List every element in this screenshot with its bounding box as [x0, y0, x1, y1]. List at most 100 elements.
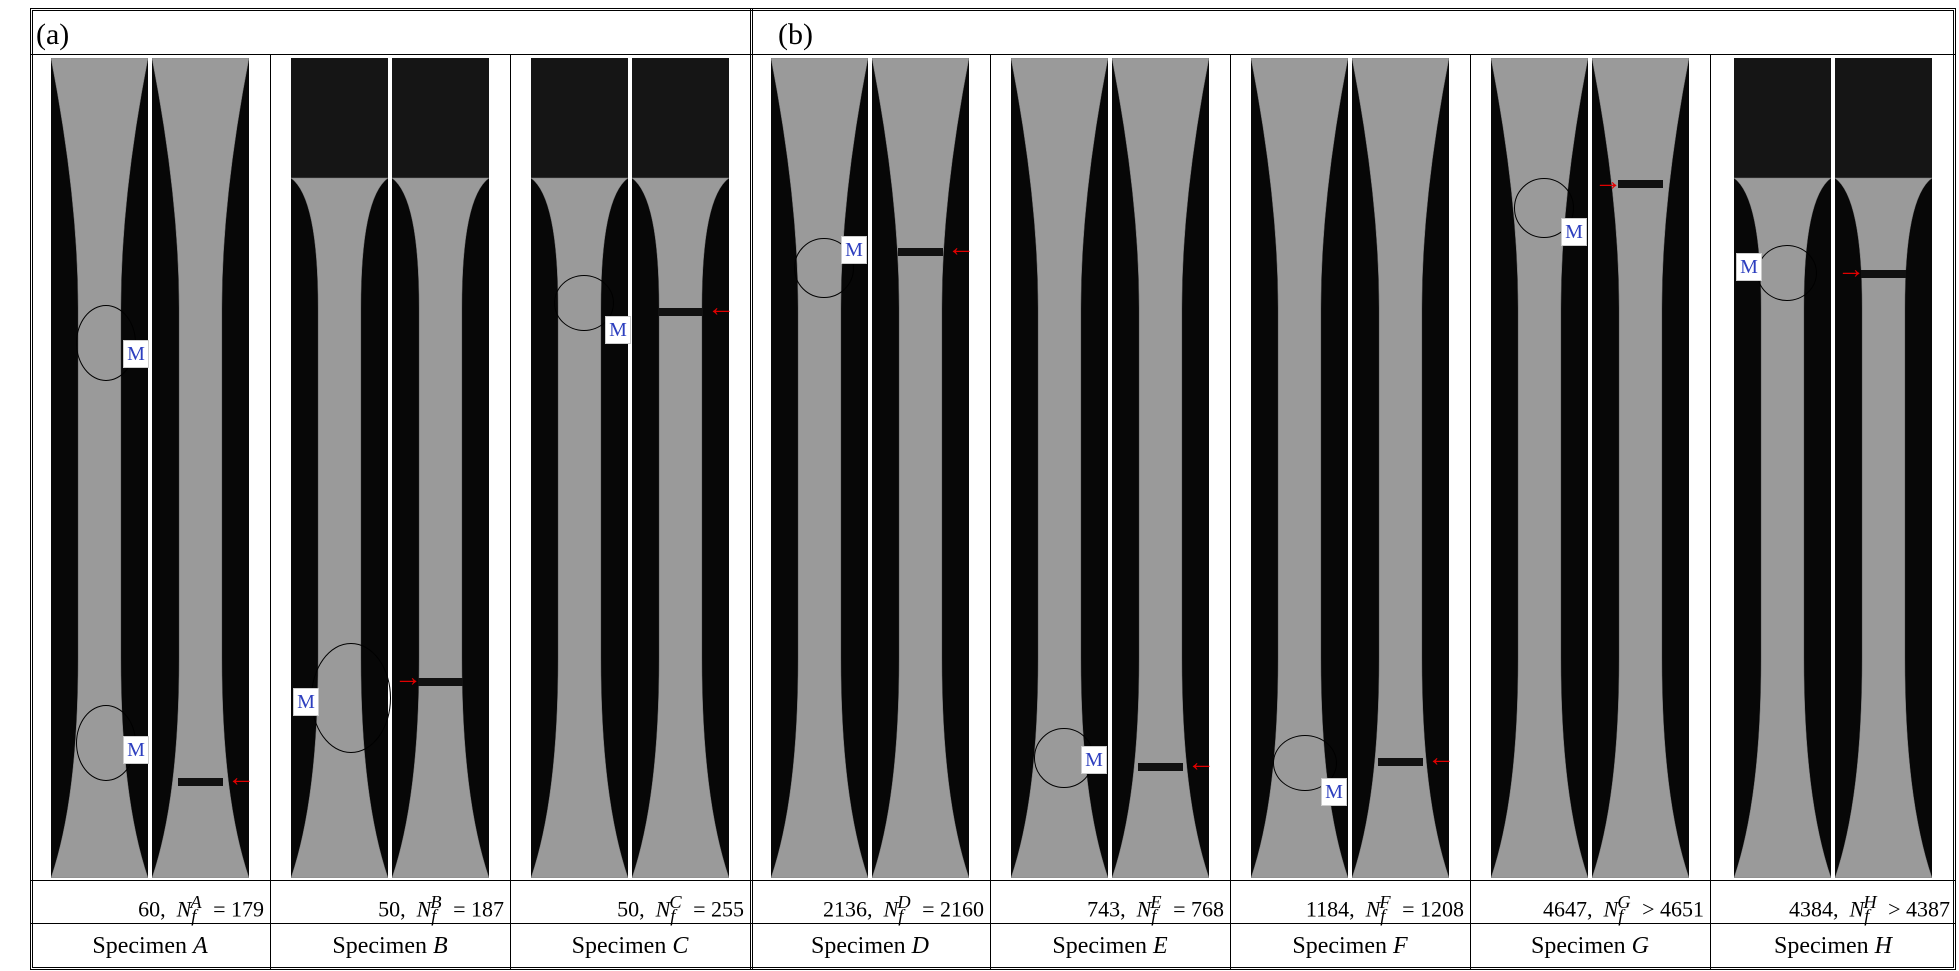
nf-value: 179	[231, 896, 264, 922]
specimen-prefix: Specimen	[92, 933, 187, 959]
nf-subscript: f	[1864, 905, 1870, 926]
specimen-label: Specimen B	[270, 924, 510, 968]
nf-symbol: N	[883, 896, 899, 922]
specimen-label: Specimen G	[1470, 924, 1710, 968]
marker-circle	[1273, 735, 1337, 791]
cycle-count-cell: 743, NfE = 768	[990, 882, 1224, 926]
fracture-line	[418, 678, 463, 686]
nf-value: 4651	[1660, 896, 1704, 922]
fracture-line	[1378, 758, 1423, 766]
fracture-line	[1618, 180, 1663, 188]
column-divider	[1710, 54, 1711, 970]
specimen-g-photos: M →	[1491, 58, 1689, 878]
crack-arrow-icon: ←	[227, 762, 255, 793]
specimen-b-photos: M →	[291, 58, 489, 878]
nf-value: 255	[711, 896, 744, 922]
marker-label-m: M	[1736, 253, 1762, 281]
specimen-prefix: Specimen	[571, 933, 667, 959]
nf-symbol: N	[176, 896, 192, 922]
specimen-label: Specimen H	[1710, 924, 1956, 968]
specimen-d-photos: M ←	[771, 58, 975, 878]
nf-value: 4387	[1906, 896, 1950, 922]
crack-arrow-icon: ←	[947, 232, 975, 263]
cycles-value: 60,	[138, 896, 166, 922]
specimen-c-photos: M ←	[531, 58, 735, 878]
cycles-value: 50,	[378, 896, 406, 922]
nf-relation: =	[453, 896, 466, 922]
specimen-a-photos: M M ←	[51, 58, 255, 878]
specimen-photo-before	[1734, 58, 1831, 878]
nf-superscript: E	[1150, 892, 1162, 912]
specimen-prefix: Specimen	[811, 933, 906, 959]
specimen-id: A	[192, 933, 208, 959]
crack-arrow-icon: ←	[1427, 742, 1455, 773]
cycle-count-cell: 4384, NfH > 4387	[1710, 882, 1950, 926]
marker-label-m: M	[1081, 746, 1107, 774]
cycle-count-cell: 1184, NfF = 1208	[1230, 882, 1464, 926]
specimen-photo-after	[1112, 58, 1209, 878]
nf-relation: =	[693, 896, 706, 922]
column-divider	[1230, 54, 1231, 970]
specimen-prefix: Specimen	[1292, 933, 1387, 959]
crack-arrow-icon: →	[394, 662, 422, 693]
header-rule	[30, 54, 1956, 55]
marker-label-m: M	[1561, 218, 1587, 246]
specimen-f-photos: M ←	[1251, 58, 1455, 878]
specimen-id: G	[1631, 933, 1649, 959]
specimen-label: Specimen D	[750, 924, 990, 968]
fracture-line	[1138, 763, 1183, 771]
fracture-line	[898, 248, 943, 256]
panel-label-b: (b)	[778, 18, 813, 51]
nf-superscript: F	[1379, 892, 1391, 912]
photo-bottom-rule	[30, 880, 1956, 881]
specimen-prefix: Specimen	[1774, 933, 1869, 959]
column-divider	[990, 54, 991, 970]
specimen-id: D	[911, 933, 929, 959]
nf-symbol: N	[1603, 896, 1619, 922]
specimen-photo-before	[771, 58, 868, 878]
crack-arrow-icon: →	[1594, 166, 1622, 197]
label-rule	[30, 923, 1956, 924]
nf-symbol: N	[1136, 896, 1152, 922]
specimen-id: C	[672, 933, 689, 959]
nf-subscript: f	[1380, 905, 1386, 926]
nf-relation: =	[1173, 896, 1186, 922]
specimen-photo-after	[392, 58, 489, 878]
column-divider	[510, 54, 511, 970]
nf-superscript: C	[669, 892, 682, 912]
marker-circle	[1514, 178, 1574, 238]
nf-relation: =	[213, 896, 226, 922]
specimen-label: Specimen A	[30, 924, 270, 968]
nf-symbol: N	[1849, 896, 1865, 922]
column-divider	[1470, 54, 1471, 970]
nf-superscript: D	[897, 892, 911, 912]
nf-relation: =	[1402, 896, 1415, 922]
specimen-prefix: Specimen	[1052, 933, 1147, 959]
cycle-count-cell: 50, NfB = 187	[270, 882, 504, 926]
specimen-photo-after	[1352, 58, 1449, 878]
figure: (a) (b) M M ← 60, NfA = 179 Specimen A M → 50,…	[30, 8, 1956, 970]
marker-circle	[311, 643, 391, 753]
nf-symbol: N	[1365, 896, 1381, 922]
nf-superscript: B	[430, 892, 442, 912]
specimen-prefix: Specimen	[332, 933, 427, 959]
fracture-line	[178, 778, 223, 786]
nf-symbol: N	[416, 896, 432, 922]
nf-superscript: A	[190, 892, 202, 912]
column-divider	[750, 8, 753, 970]
cycles-value: 1184,	[1305, 896, 1355, 922]
specimen-photo-after	[152, 58, 249, 878]
specimen-e-photos: M ←	[1011, 58, 1215, 878]
crack-arrow-icon: ←	[707, 292, 735, 323]
specimen-id: B	[432, 933, 448, 959]
nf-subscript: f	[670, 905, 676, 926]
marker-label-m: M	[293, 688, 319, 716]
cycles-value: 50,	[617, 896, 645, 922]
nf-subscript: f	[898, 905, 904, 926]
marker-circle	[554, 275, 614, 331]
nf-superscript: G	[1617, 892, 1631, 912]
specimen-id: H	[1874, 933, 1892, 959]
nf-relation: =	[922, 896, 935, 922]
specimen-id: F	[1392, 933, 1408, 959]
specimen-photo-after	[872, 58, 969, 878]
